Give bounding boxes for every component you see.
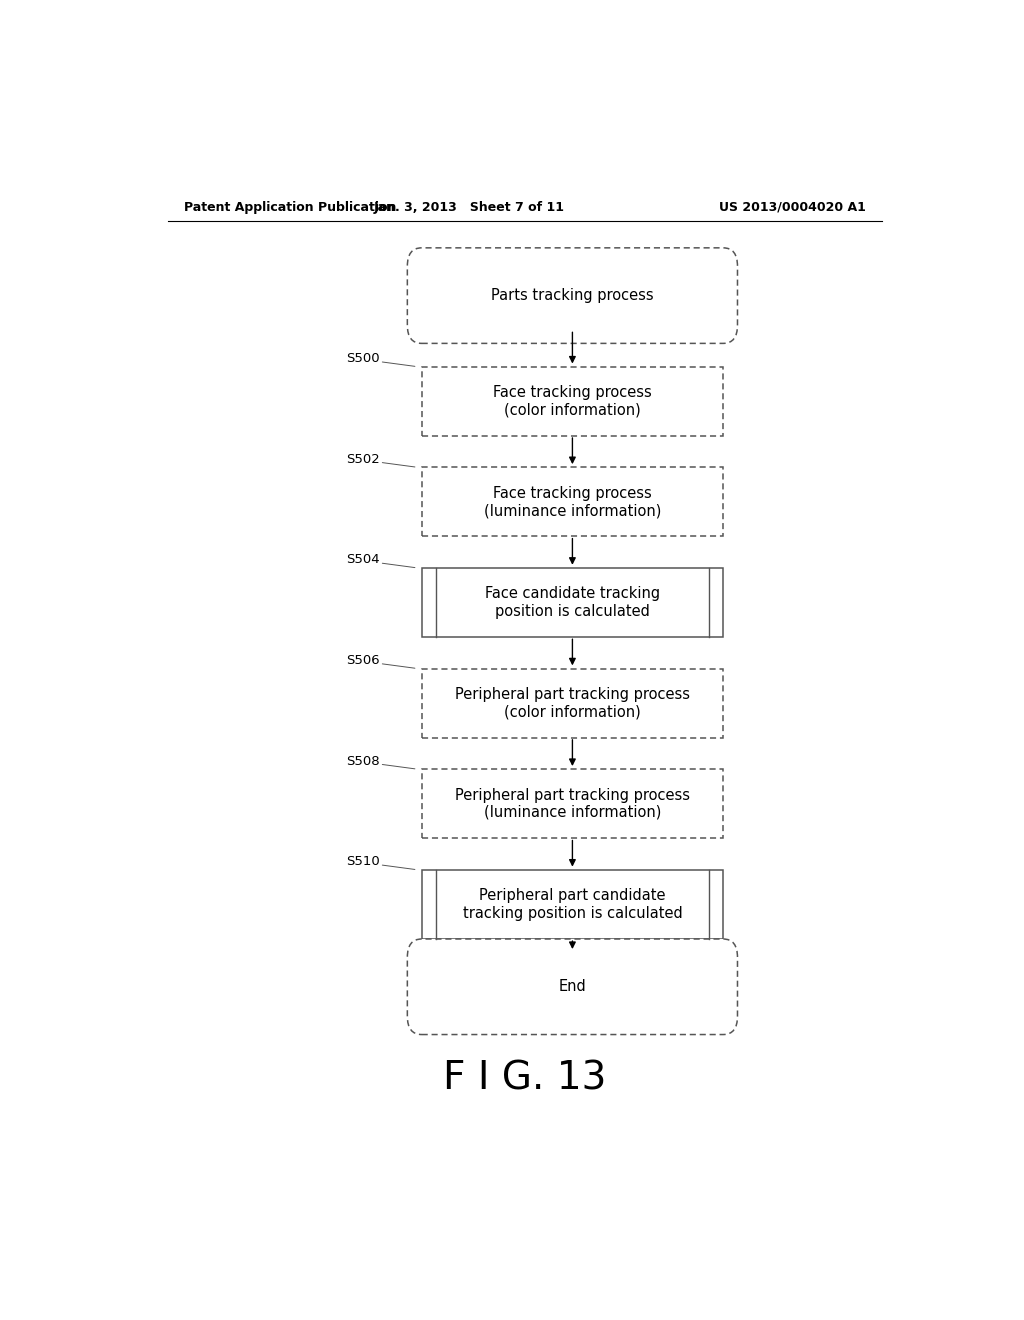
Text: S504: S504 bbox=[346, 553, 380, 566]
Text: US 2013/0004020 A1: US 2013/0004020 A1 bbox=[719, 201, 866, 214]
FancyBboxPatch shape bbox=[422, 367, 723, 436]
FancyBboxPatch shape bbox=[422, 669, 723, 738]
Text: S506: S506 bbox=[346, 653, 380, 667]
FancyBboxPatch shape bbox=[422, 568, 723, 638]
Text: Parts tracking process: Parts tracking process bbox=[492, 288, 653, 304]
Text: Patent Application Publication: Patent Application Publication bbox=[183, 201, 396, 214]
FancyBboxPatch shape bbox=[408, 939, 737, 1035]
Text: Jan. 3, 2013   Sheet 7 of 11: Jan. 3, 2013 Sheet 7 of 11 bbox=[374, 201, 565, 214]
Text: End: End bbox=[558, 979, 587, 994]
Text: Peripheral part tracking process
(luminance information): Peripheral part tracking process (lumina… bbox=[455, 788, 690, 820]
FancyBboxPatch shape bbox=[408, 248, 737, 343]
Text: Face tracking process
(luminance information): Face tracking process (luminance informa… bbox=[483, 486, 662, 517]
Text: S508: S508 bbox=[346, 755, 380, 767]
FancyBboxPatch shape bbox=[422, 770, 723, 838]
Text: S502: S502 bbox=[346, 453, 380, 466]
Text: Face candidate tracking
position is calculated: Face candidate tracking position is calc… bbox=[484, 586, 660, 619]
Text: Peripheral part tracking process
(color information): Peripheral part tracking process (color … bbox=[455, 686, 690, 719]
FancyBboxPatch shape bbox=[422, 870, 723, 939]
Text: Peripheral part candidate
tracking position is calculated: Peripheral part candidate tracking posit… bbox=[463, 888, 682, 920]
Text: Face tracking process
(color information): Face tracking process (color information… bbox=[493, 385, 652, 417]
Text: S510: S510 bbox=[346, 855, 380, 869]
Text: S500: S500 bbox=[346, 352, 380, 366]
Text: F I G. 13: F I G. 13 bbox=[443, 1059, 606, 1097]
FancyBboxPatch shape bbox=[422, 467, 723, 536]
